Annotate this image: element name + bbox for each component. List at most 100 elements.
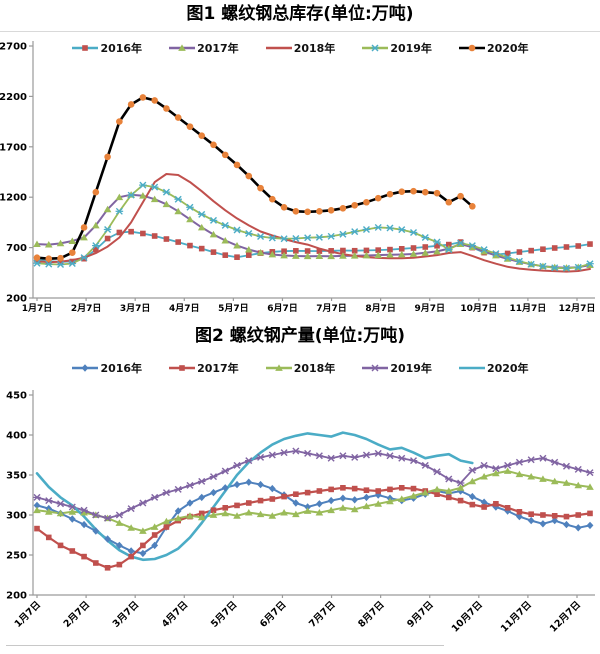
triangle-marker xyxy=(503,467,512,474)
square-marker xyxy=(245,500,252,506)
circle-marker xyxy=(269,195,276,203)
y-tick-label: 400 xyxy=(6,431,27,442)
triangle-marker xyxy=(292,510,300,518)
diamond-marker xyxy=(186,499,194,507)
square-marker xyxy=(293,491,299,497)
x-tick-label: 12月7日 xyxy=(559,303,596,314)
square-marker xyxy=(575,512,582,518)
inventory-chart-title: 图1 螺纹钢总库存(单位:万吨) xyxy=(0,0,600,32)
square-marker xyxy=(457,497,464,504)
square-marker xyxy=(293,248,299,254)
triangle-marker xyxy=(574,481,583,489)
square-marker xyxy=(328,248,334,254)
square-marker xyxy=(410,245,417,251)
legend-item-2018年: 2018年 xyxy=(265,40,335,56)
square-marker xyxy=(45,534,52,541)
diamond-marker xyxy=(363,493,370,502)
square-marker xyxy=(34,525,40,532)
series-markers-2020年 xyxy=(33,94,476,262)
square-marker xyxy=(469,501,476,508)
line-swatch-icon xyxy=(458,366,485,370)
square-marker xyxy=(540,512,546,518)
inventory-chart-legend: 2016年 2017年 2018年 2019年 2020年 xyxy=(0,40,600,56)
square-marker xyxy=(516,509,523,515)
square-marker xyxy=(57,542,64,549)
diamond-marker xyxy=(80,520,88,529)
triangle-marker xyxy=(221,236,230,244)
square-marker xyxy=(340,485,346,491)
circle-marker xyxy=(151,97,158,104)
triangle-marker xyxy=(409,492,418,499)
circle-marker xyxy=(186,123,194,130)
triangle-marker xyxy=(178,44,186,51)
square-marker xyxy=(245,252,252,258)
square-marker xyxy=(387,486,393,493)
triangle-marker xyxy=(339,504,347,511)
triangle-marker xyxy=(44,508,53,515)
square-marker xyxy=(516,249,523,255)
triangle-marker xyxy=(386,251,394,258)
y-tick-label: 1700 xyxy=(0,142,27,153)
triangle-marker xyxy=(280,251,288,259)
circle-marker xyxy=(45,255,53,262)
square-marker xyxy=(575,243,582,249)
square-marker xyxy=(351,485,358,492)
triangle-marker xyxy=(562,479,571,486)
y-tick-label: 700 xyxy=(6,243,27,254)
triangle-marker xyxy=(397,250,406,258)
x-tick-label: 3月7日 xyxy=(111,599,142,630)
legend-item-2020年: 2020年 xyxy=(458,40,529,56)
diamond-marker xyxy=(315,500,323,508)
circle-marker xyxy=(445,198,453,206)
series-line-2018年 xyxy=(36,470,591,532)
triangle-marker xyxy=(115,519,124,526)
circle-marker xyxy=(92,188,100,196)
square-marker xyxy=(528,247,534,254)
triangle-marker xyxy=(445,487,453,494)
y-tick-label: 200 xyxy=(6,591,27,602)
triangle-marker xyxy=(256,249,265,256)
diamond-marker xyxy=(221,484,229,492)
square-marker xyxy=(93,560,99,566)
production-chart-title: 图2 螺纹钢产量(单位:万吨) xyxy=(194,326,406,346)
square-marker xyxy=(587,510,593,517)
triangle-marker xyxy=(80,509,88,516)
triangle-marker xyxy=(56,239,65,247)
square-marker xyxy=(351,247,358,254)
x-tick-label: 9月7日 xyxy=(405,599,436,630)
square-marker xyxy=(151,233,158,239)
square-marker xyxy=(587,241,593,247)
diamond-marker xyxy=(68,515,76,523)
square-marker xyxy=(128,553,134,560)
triangle-marker xyxy=(274,364,283,371)
circle-marker xyxy=(374,194,382,202)
square-marker xyxy=(104,235,111,242)
legend-label: 2016年 xyxy=(100,362,143,375)
circle-marker xyxy=(233,161,241,169)
square-marker xyxy=(269,496,276,502)
triangle-marker xyxy=(480,247,488,255)
square-marker xyxy=(528,511,534,517)
x-tick-label: 4月7日 xyxy=(169,303,200,314)
triangle-marker xyxy=(350,505,359,513)
circle-marker xyxy=(116,118,123,125)
diamond-marker xyxy=(574,524,582,532)
square-marker xyxy=(151,532,158,538)
y-tick-label: 2700 xyxy=(0,42,27,53)
circle-marker xyxy=(280,203,288,211)
x-tick-label: 12月7日 xyxy=(548,599,583,634)
triangle-marker xyxy=(397,495,406,502)
square-marker xyxy=(210,249,217,255)
legend-item-2017年: 2017年 xyxy=(168,360,239,376)
series-markers-2018年 xyxy=(33,467,594,534)
square-marker xyxy=(140,230,146,237)
triangle-marker xyxy=(527,473,535,480)
legend-label: 2019年 xyxy=(390,42,432,55)
square-marker xyxy=(363,487,370,493)
circle-marker xyxy=(245,172,253,180)
triangle-marker xyxy=(539,475,547,482)
square-marker xyxy=(281,493,287,500)
triangle-marker xyxy=(280,509,288,516)
x-tick-label: 9月7日 xyxy=(414,303,445,314)
